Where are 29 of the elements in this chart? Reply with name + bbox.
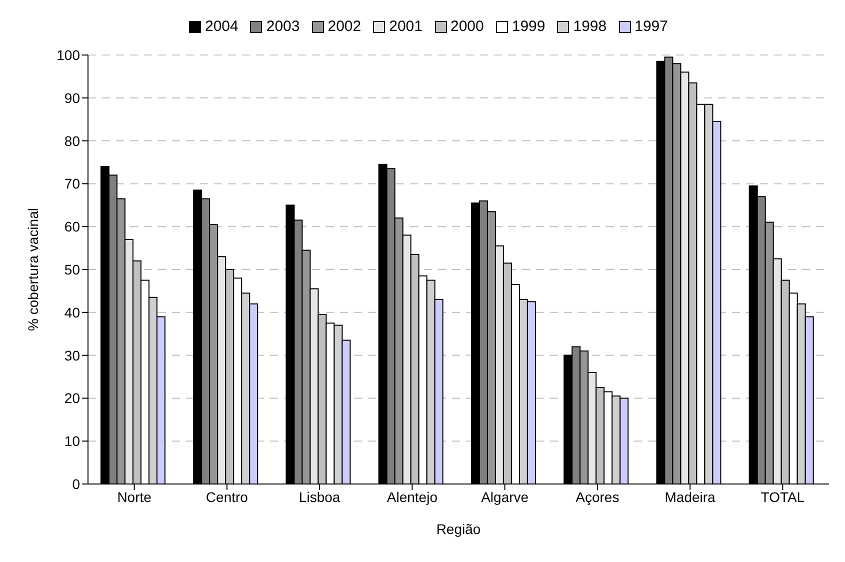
legend-label: 2000 (450, 18, 484, 35)
legend-label: 1997 (634, 18, 668, 35)
y-tick-label: 40 (64, 304, 80, 320)
y-tick-label: 70 (64, 176, 80, 192)
y-tick-label: 100 (56, 46, 80, 63)
x-axis-title: Região (436, 521, 481, 537)
y-tick-label: 90 (64, 90, 80, 106)
y-tick-label: 30 (64, 347, 80, 364)
y-tick-label: 60 (64, 218, 80, 235)
y-tick-label: 10 (64, 433, 80, 450)
y-tick-label: 50 (64, 261, 80, 278)
x-tick-label: Lisboa (298, 488, 340, 505)
legend-label: 2004 (205, 18, 238, 35)
legend-label: 2002 (328, 18, 362, 35)
legend-label: 1999 (512, 18, 546, 35)
x-tick-label: Alentejo (386, 488, 438, 505)
x-tick-label: Açores (576, 488, 620, 505)
y-tick-label: 0 (72, 476, 80, 492)
y-tick-label: 20 (64, 390, 80, 406)
legend-label: 2003 (266, 18, 300, 35)
x-tick-label: Norte (117, 488, 152, 505)
legend-label: 2001 (389, 18, 422, 35)
x-tick-label: Madeira (664, 488, 716, 505)
x-tick-label: TOTAL (760, 488, 805, 505)
x-tick-label: Centro (206, 488, 248, 505)
y-tick-label: 80 (64, 132, 80, 149)
legend-label: 1998 (573, 18, 607, 35)
y-axis-title: % cobertura vacinal (24, 208, 41, 331)
x-tick-label: Algarve (481, 488, 529, 505)
